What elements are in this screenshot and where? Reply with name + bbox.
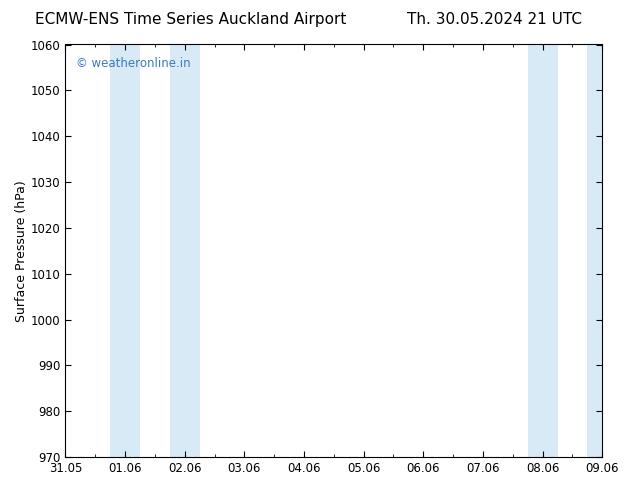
Text: ECMW-ENS Time Series Auckland Airport: ECMW-ENS Time Series Auckland Airport — [34, 12, 346, 27]
Bar — [527, 45, 557, 457]
Bar — [170, 45, 200, 457]
Text: © weatheronline.in: © weatheronline.in — [76, 57, 191, 70]
Bar — [587, 45, 602, 457]
Y-axis label: Surface Pressure (hPa): Surface Pressure (hPa) — [15, 180, 28, 322]
Bar — [110, 45, 140, 457]
Text: Th. 30.05.2024 21 UTC: Th. 30.05.2024 21 UTC — [407, 12, 582, 27]
